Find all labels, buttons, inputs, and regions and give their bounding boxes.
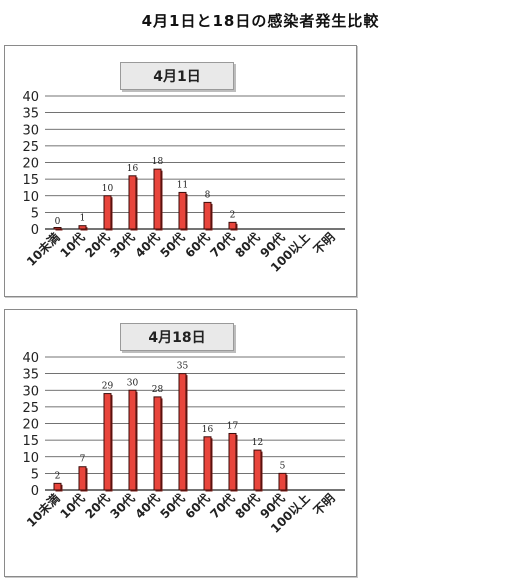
data-label: 16 (202, 425, 214, 435)
y-tick-label: 25 (22, 401, 39, 416)
y-tick-label: 30 (22, 123, 39, 138)
page-title: 4月1日と18日の感染者発生比較 (141, 12, 380, 30)
bar (53, 482, 62, 491)
x-tick-label: 30代 (107, 491, 138, 522)
x-tick-label: 40代 (132, 491, 163, 522)
x-tick-label: 50代 (157, 230, 188, 261)
bar-shadow (55, 229, 63, 231)
data-label: 7 (80, 455, 86, 465)
x-tick-label: 20代 (82, 491, 113, 522)
y-tick-label: 5 (31, 467, 39, 482)
y-tick-label: 15 (22, 173, 39, 188)
y-tick-label: 0 (31, 484, 39, 499)
data-label: 11 (177, 180, 188, 190)
bar-chart-april-18: 0510152025303540210未満710代2920代3030代2840代… (22, 351, 345, 536)
x-tick-label: 60代 (182, 491, 213, 522)
y-tick-label: 0 (31, 223, 39, 238)
chart-panel-april-18: 0 5 10 15 20 25 30 35 40 2 10未満 7 10代 29 20代 30 30代 28 40代… (4, 309, 357, 577)
data-label: 35 (177, 362, 189, 372)
x-tick-label: 20代 (82, 230, 113, 261)
data-label: 5 (280, 461, 286, 471)
bar (103, 393, 112, 491)
y-tick-label: 35 (22, 368, 39, 383)
data-label: 30 (127, 378, 139, 388)
x-tick-label: 80代 (232, 491, 263, 522)
bar (128, 175, 137, 230)
y-tick-label: 30 (22, 384, 39, 399)
bar (153, 396, 162, 491)
x-tick-label: 10未満 (23, 491, 62, 530)
x-tick-label: 10未満 (23, 230, 62, 269)
data-label: 29 (102, 382, 114, 392)
x-tick-label: 不明 (311, 491, 338, 518)
bar (103, 195, 112, 230)
x-tick-label: 70代 (207, 230, 238, 261)
y-tick-label: 15 (22, 434, 39, 449)
bar (178, 373, 187, 491)
data-label: 2 (230, 210, 236, 220)
bar (78, 225, 87, 230)
x-tick-label: 50代 (157, 491, 188, 522)
y-tick-label: 35 (22, 107, 39, 122)
data-label: 16 (127, 164, 139, 174)
x-tick-label: 10代 (57, 230, 88, 261)
x-tick-label: 40代 (132, 230, 163, 261)
data-label: 10 (102, 184, 114, 194)
x-tick-label: 30代 (107, 230, 138, 261)
bar (78, 466, 87, 491)
x-tick-label: 60代 (182, 230, 213, 261)
bar (178, 191, 187, 230)
bar (253, 449, 262, 491)
bar (203, 436, 212, 491)
bar (128, 389, 137, 491)
x-tick-label: 不明 (311, 230, 338, 257)
bar (153, 168, 162, 230)
bar-chart-april-1: 0510152025303540010未満110代1020代1630代1840代… (22, 90, 345, 275)
data-label: 8 (205, 190, 211, 200)
y-tick-label: 20 (22, 157, 39, 172)
y-tick-label: 25 (22, 140, 39, 155)
y-tick-label: 40 (22, 351, 39, 366)
data-label: 2 (55, 471, 61, 481)
y-tick-label: 10 (22, 451, 39, 466)
bar (203, 201, 212, 230)
x-tick-label: 70代 (207, 491, 238, 522)
data-label: 17 (227, 421, 239, 431)
y-tick-label: 5 (31, 206, 39, 221)
data-label: 0 (55, 217, 61, 227)
data-label: 1 (80, 214, 86, 224)
y-tick-label: 20 (22, 418, 39, 433)
chart-panel-april-1: 0 5 10 15 20 25 30 35 40 0 10未満 1 10代 10 20代 16 30代 18 40代… (4, 45, 357, 297)
y-tick-label: 40 (22, 90, 39, 105)
bar (228, 432, 237, 491)
data-label: 28 (152, 385, 164, 395)
bar (53, 227, 62, 230)
chart-title: 4月1日 (120, 62, 234, 90)
bar (228, 221, 237, 230)
data-label: 18 (152, 157, 164, 167)
x-tick-label: 10代 (57, 491, 88, 522)
y-tick-label: 10 (22, 190, 39, 205)
bar (278, 472, 287, 491)
data-label: 12 (252, 438, 263, 448)
x-tick-label: 80代 (232, 230, 263, 261)
chart-title: 4月18日 (120, 323, 234, 351)
